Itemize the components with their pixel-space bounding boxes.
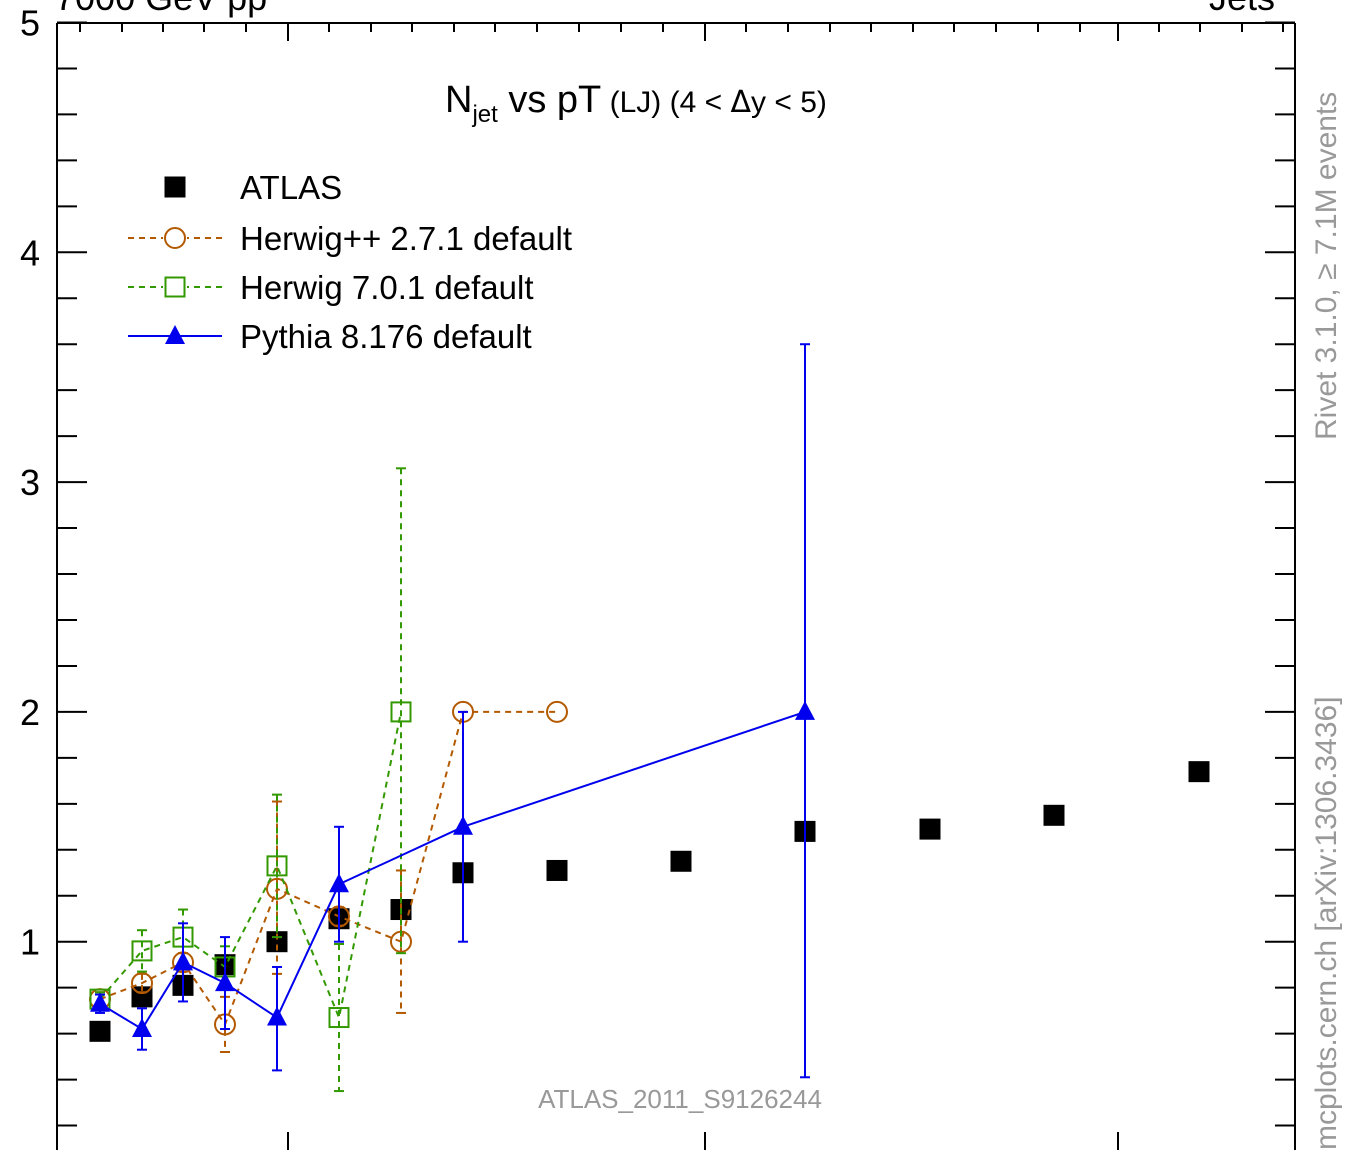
data-point [131, 940, 153, 962]
legend-label: Pythia 8.176 default [240, 318, 532, 355]
title-delta: Δ [730, 85, 751, 120]
series-open-circle [89, 700, 568, 1054]
data-point [215, 972, 235, 992]
data-point [453, 815, 473, 835]
data-point [919, 818, 941, 840]
data-point [1043, 804, 1065, 826]
data-series [89, 343, 1210, 1093]
data-point [795, 700, 815, 720]
y-tick-labels: 1 2 3 4 5 [20, 3, 40, 963]
title-subscript: jet [471, 101, 498, 128]
data-point [266, 855, 288, 877]
plot-title: Njet vs pT (LJ) (4 < Δy < 5) [445, 79, 827, 128]
mcplots-source-label: mcplots.cern.ch [arXiv:1306.3436] [1310, 696, 1343, 1150]
data-point [90, 992, 110, 1012]
title-small: (LJ) (4 < [601, 86, 730, 119]
data-point [131, 972, 153, 995]
legend-marker [165, 325, 185, 344]
y-tick-label: 2 [20, 692, 40, 733]
data-point [546, 700, 568, 723]
y-tick-label: 4 [20, 232, 40, 273]
title-rest: vs pT [498, 79, 601, 121]
header-energy-label: 7000 GeV pp [55, 0, 267, 18]
legend-marker-bg [163, 275, 187, 299]
legend-marker-bg [163, 226, 187, 250]
data-point [670, 850, 692, 872]
data-point [266, 931, 288, 953]
data-point [390, 701, 412, 723]
series-line [99, 710, 557, 1027]
data-point [328, 1007, 350, 1029]
series-filled-square [89, 761, 1210, 1042]
legend-marker [164, 176, 186, 198]
legend: ATLAS Herwig++ 2.7.1 default Herwig 7.0.1 … [128, 169, 572, 355]
legend-marker [164, 227, 186, 249]
data-point [132, 1018, 152, 1038]
title-end: y < 5) [751, 86, 827, 119]
analysis-watermark: ATLAS_2011_S9126244 [538, 1084, 822, 1114]
rivet-version-label: Rivet 3.1.0, ≥ 7.1M events [1310, 91, 1343, 440]
data-point [546, 859, 568, 881]
y-tick-label: 5 [20, 3, 40, 44]
data-point [89, 1020, 111, 1042]
title-n: N [445, 79, 472, 121]
data-point [1188, 761, 1210, 783]
header-process-label: Jets [1209, 0, 1275, 18]
y-tick-label: 1 [20, 922, 40, 963]
data-point [329, 873, 349, 893]
axis-ticks [57, 21, 1295, 1150]
legend-label: Herwig++ 2.7.1 default [240, 220, 572, 257]
data-point [267, 1006, 287, 1026]
data-point [173, 951, 193, 971]
legend-label: ATLAS [240, 169, 342, 206]
series-line [99, 710, 806, 1031]
legend-marker [164, 276, 186, 298]
series-filled-triangle [90, 343, 815, 1079]
plot-frame [56, 22, 1296, 1150]
legend-label: Herwig 7.0.1 default [240, 269, 534, 306]
y-tick-label: 3 [20, 462, 40, 503]
